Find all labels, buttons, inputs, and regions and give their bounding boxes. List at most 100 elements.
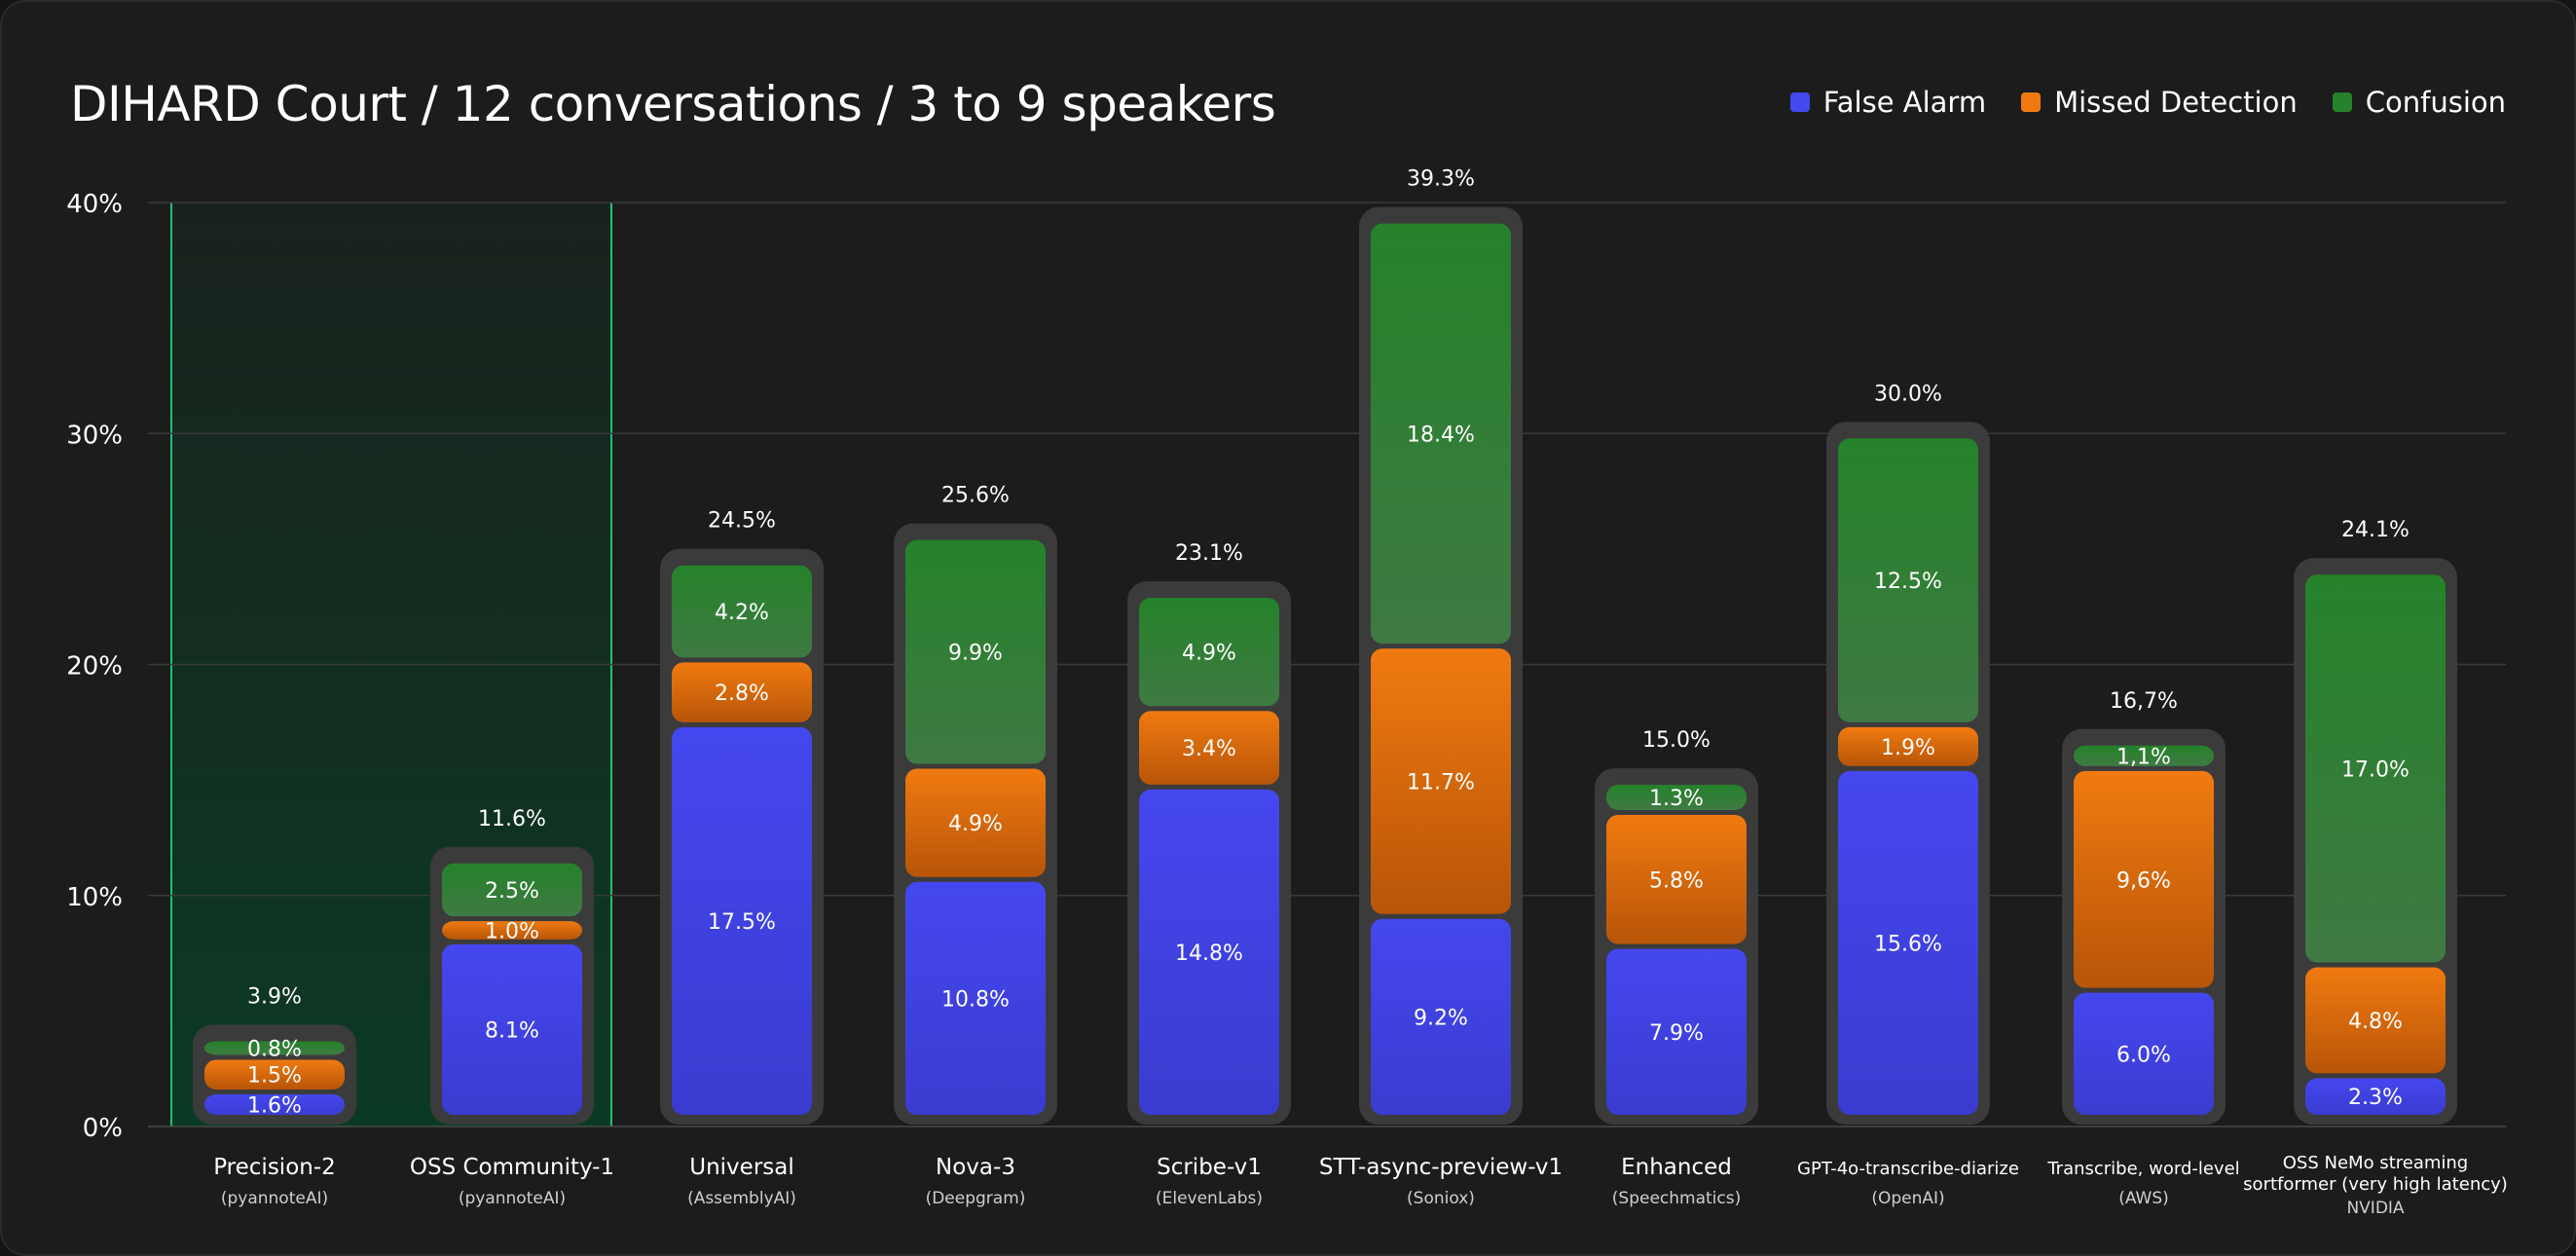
bar-segment-missed-detection-universal xyxy=(672,662,812,722)
legend-label-missed-detection: Missed Detection xyxy=(2054,86,2298,119)
segment-label-confusion-stt-async-preview-v1: 18.4% xyxy=(1407,423,1475,447)
x-category-name-scribe-v1: Scribe-v1 xyxy=(1157,1155,1262,1180)
x-category-provider-enhanced: (Speechmatics) xyxy=(1612,1189,1741,1208)
segment-label-false-alarm-precision-2: 1.6% xyxy=(247,1094,302,1119)
segment-label-missed-detection-oss-nemo-streaming-sortformer-very-high-latency: 4.8% xyxy=(2348,1010,2403,1034)
bar-segment-confusion-nova-3 xyxy=(905,539,1046,764)
segment-label-false-alarm-enhanced: 7.9% xyxy=(1649,1021,1704,1046)
bar-segment-missed-detection-oss-community-1 xyxy=(442,921,582,940)
bar-segment-confusion-transcribe-word-level xyxy=(2074,745,2214,766)
x-category-provider-nova-3: (Deepgram) xyxy=(926,1189,1026,1208)
legend-label-confusion: Confusion xyxy=(2365,86,2506,119)
bar-segment-false-alarm-precision-2 xyxy=(204,1094,345,1115)
x-category-provider-stt-async-preview-v1: (Soniox) xyxy=(1407,1189,1475,1208)
segment-label-confusion-scribe-v1: 4.9% xyxy=(1182,642,1236,666)
x-category-provider-oss-community-1: (pyannoteAI) xyxy=(459,1189,566,1208)
bar-segment-missed-detection-enhanced xyxy=(1606,814,1747,944)
bar-segment-missed-detection-transcribe-word-level xyxy=(2074,770,2214,988)
bar-segment-false-alarm-universal xyxy=(672,726,812,1115)
segment-label-false-alarm-universal: 17.5% xyxy=(708,910,776,935)
total-label-universal: 24.5% xyxy=(708,509,776,534)
total-label-oss-nemo-streaming-sortformer-very-high-latency: 24.1% xyxy=(2341,518,2410,542)
bar-segment-false-alarm-enhanced xyxy=(1606,948,1747,1115)
x-category-provider-gpt-4o-transcribe-diarize: (OpenAI) xyxy=(1871,1189,1944,1208)
x-category-name-gpt-4o-transcribe-diarize: GPT-4o-transcribe-diarize xyxy=(1797,1159,2019,1179)
segment-label-missed-detection-nova-3: 4.9% xyxy=(948,812,1003,836)
bar-segment-confusion-oss-nemo-streaming-sortformer-very-high-latency xyxy=(2305,574,2446,963)
x-category-name-stt-async-preview-v1: STT-async-preview-v1 xyxy=(1319,1155,1563,1180)
x-category-provider-transcribe-word-level: (AWS) xyxy=(2118,1189,2169,1208)
x-category-name-nova-3: Nova-3 xyxy=(936,1155,1015,1180)
bar-segment-false-alarm-oss-nemo-streaming-sortformer-very-high-latency xyxy=(2305,1078,2446,1115)
x-category-name-line1-oss-nemo-streaming-sortformer-very-high-latency: OSS NeMo streaming xyxy=(2283,1153,2468,1173)
bar-segment-confusion-universal xyxy=(672,565,812,658)
segment-label-false-alarm-nova-3: 10.8% xyxy=(941,987,1010,1012)
x-category-name-transcribe-word-level: Transcribe, word-level xyxy=(2046,1159,2239,1179)
bar-segment-confusion-precision-2 xyxy=(204,1041,345,1055)
legend: False Alarm Missed Detection Confusion xyxy=(1789,86,2506,119)
bar-segment-confusion-stt-async-preview-v1 xyxy=(1371,223,1511,645)
y-tick-label: 40% xyxy=(66,190,123,219)
segment-label-confusion-oss-nemo-streaming-sortformer-very-high-latency: 17.0% xyxy=(2341,757,2410,782)
legend-item-confusion: Confusion xyxy=(2332,86,2506,119)
y-tick-label: 30% xyxy=(66,421,123,450)
segment-label-missed-detection-enhanced: 5.8% xyxy=(1649,868,1704,893)
bar-segment-missed-detection-stt-async-preview-v1 xyxy=(1371,648,1511,914)
total-label-oss-community-1: 11.6% xyxy=(478,807,546,831)
bar-segment-false-alarm-scribe-v1 xyxy=(1139,789,1279,1115)
legend-swatch-missed-detection xyxy=(2021,92,2042,112)
segment-label-missed-detection-stt-async-preview-v1: 11.7% xyxy=(1407,770,1475,794)
legend-label-false-alarm: False Alarm xyxy=(1822,86,1987,119)
bar-segment-missed-detection-precision-2 xyxy=(204,1059,345,1090)
segment-label-confusion-precision-2: 0.8% xyxy=(247,1037,302,1061)
y-tick-label: 0% xyxy=(83,1114,123,1143)
segment-label-false-alarm-oss-community-1: 8.1% xyxy=(485,1018,539,1043)
bar-segment-missed-detection-oss-nemo-streaming-sortformer-very-high-latency xyxy=(2305,967,2446,1074)
bar-segment-false-alarm-stt-async-preview-v1 xyxy=(1371,918,1511,1115)
bar-segment-confusion-enhanced xyxy=(1606,785,1747,810)
total-label-gpt-4o-transcribe-diarize: 30.0% xyxy=(1874,382,1942,406)
segment-label-missed-detection-transcribe-word-level: 9,6% xyxy=(2116,868,2171,893)
x-category-name-enhanced: Enhanced xyxy=(1621,1155,1732,1180)
segment-label-false-alarm-transcribe-word-level: 6.0% xyxy=(2116,1043,2171,1067)
legend-swatch-confusion xyxy=(2332,92,2352,112)
segment-label-missed-detection-universal: 2.8% xyxy=(715,682,769,706)
bar-segment-false-alarm-nova-3 xyxy=(905,881,1046,1115)
total-label-precision-2: 3.9% xyxy=(247,984,302,1009)
bar-segment-false-alarm-oss-community-1 xyxy=(442,943,582,1115)
segment-label-false-alarm-gpt-4o-transcribe-diarize: 15.6% xyxy=(1874,932,1942,956)
segment-label-missed-detection-scribe-v1: 3.4% xyxy=(1182,737,1236,761)
bar-segment-confusion-oss-community-1 xyxy=(442,863,582,917)
x-category-name-line2-oss-nemo-streaming-sortformer-very-high-latency: sortformer (very high latency) xyxy=(2243,1174,2508,1195)
y-tick-label: 10% xyxy=(66,883,123,912)
total-label-enhanced: 15.0% xyxy=(1642,728,1711,753)
segment-label-confusion-enhanced: 1.3% xyxy=(1649,787,1704,811)
x-category-provider-precision-2: (pyannoteAI) xyxy=(221,1189,328,1208)
segment-label-confusion-nova-3: 9.9% xyxy=(948,642,1003,666)
total-label-scribe-v1: 23.1% xyxy=(1175,541,1243,566)
segment-label-missed-detection-precision-2: 1.5% xyxy=(247,1064,302,1089)
bar-segment-false-alarm-gpt-4o-transcribe-diarize xyxy=(1838,770,1978,1115)
segment-label-confusion-gpt-4o-transcribe-diarize: 12.5% xyxy=(1874,570,1942,594)
segment-label-false-alarm-scribe-v1: 14.8% xyxy=(1175,942,1243,966)
legend-item-false-alarm: False Alarm xyxy=(1789,86,1987,119)
y-tick-label: 20% xyxy=(66,652,123,682)
bar-segment-missed-detection-nova-3 xyxy=(905,768,1046,877)
x-category-provider-universal: (AssemblyAI) xyxy=(687,1189,796,1208)
segment-label-confusion-oss-community-1: 2.5% xyxy=(485,879,539,904)
segment-label-missed-detection-oss-community-1: 1.0% xyxy=(485,919,539,943)
x-category-provider-scribe-v1: (ElevenLabs) xyxy=(1156,1189,1263,1208)
x-category-name-universal: Universal xyxy=(689,1155,794,1180)
x-category-name-precision-2: Precision-2 xyxy=(213,1155,336,1180)
legend-item-missed-detection: Missed Detection xyxy=(2021,86,2298,119)
total-label-transcribe-word-level: 16,7% xyxy=(2110,689,2178,714)
total-label-stt-async-preview-v1: 39.3% xyxy=(1407,167,1475,192)
bar-segment-missed-detection-gpt-4o-transcribe-diarize xyxy=(1838,726,1978,766)
bar-segment-missed-detection-scribe-v1 xyxy=(1139,711,1279,785)
total-label-nova-3: 25.6% xyxy=(941,484,1010,508)
segment-label-confusion-transcribe-word-level: 1,1% xyxy=(2116,745,2171,769)
bar-segment-confusion-scribe-v1 xyxy=(1139,597,1279,707)
chart-title: DIHARD Court / 12 conversations / 3 to 9… xyxy=(70,76,1276,132)
